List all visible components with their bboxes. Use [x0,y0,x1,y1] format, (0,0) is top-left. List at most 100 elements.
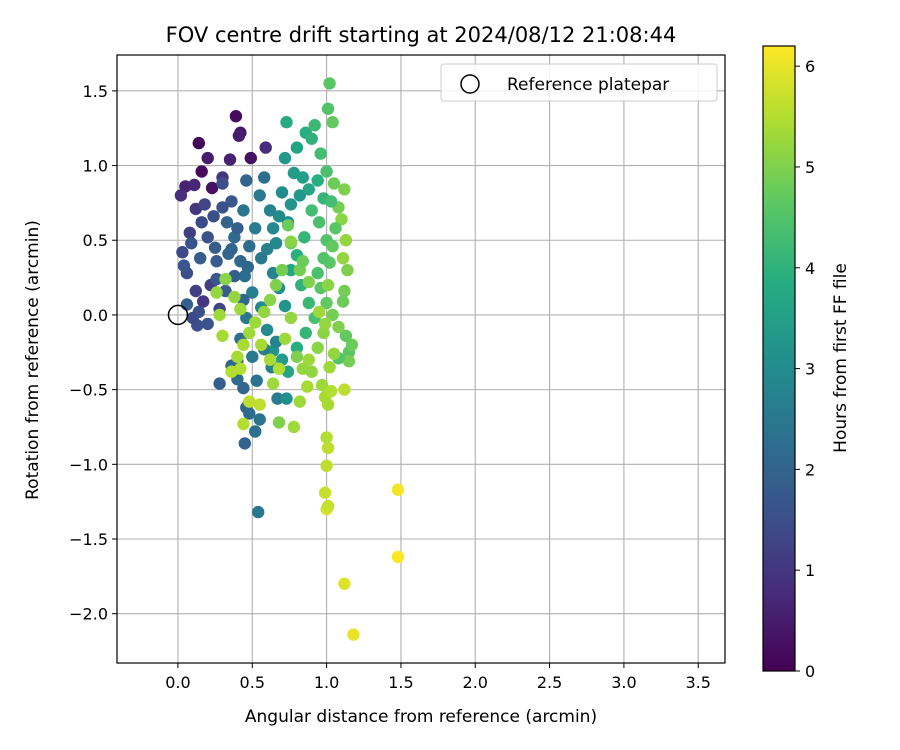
data-point [263,353,277,366]
data-point [201,151,214,165]
data-point [339,234,353,247]
data-point [314,147,327,160]
data-point [185,237,198,250]
data-point [260,323,274,337]
data-point [332,320,345,334]
data-point [198,198,211,211]
data-point [210,255,223,268]
data-point [311,341,324,354]
data-point [183,226,196,239]
data-point [228,290,241,304]
data-point [201,231,214,244]
data-point [234,302,247,316]
data-point [326,308,339,322]
data-point [296,362,309,375]
y-tick-label: 0.5 [83,231,108,250]
x-tick-label: 1.5 [388,673,413,692]
data-point [311,266,324,280]
data-point [180,298,194,311]
x-tick-label: 3.5 [686,673,711,692]
y-tick-label: 0.0 [83,306,108,325]
data-point [216,201,229,214]
x-tick-label: 3.0 [611,673,636,692]
data-point [298,231,311,244]
data-point [278,151,292,165]
data-point [313,305,326,319]
data-point [237,204,250,217]
data-point [246,350,259,363]
data-point [318,486,332,499]
data-point [391,483,405,496]
data-point [246,286,259,299]
data-point [296,171,309,184]
data-point [210,286,223,299]
data-point [278,332,292,345]
data-point [234,255,247,268]
data-point [326,116,339,129]
data-point [329,222,342,235]
data-point [287,420,301,434]
colorbar-label: Hours from first FF file [831,263,851,453]
data-point [240,174,253,187]
data-point [321,499,335,513]
y-tick-label: 1.5 [83,82,108,101]
data-point [324,195,338,208]
y-tick-label: −2.0 [69,605,108,624]
data-point [237,417,250,431]
data-point [266,222,280,235]
data-point [231,350,244,363]
data-point [271,392,284,405]
data-point [315,378,329,392]
data-point [320,431,333,444]
data-point [302,275,315,289]
data-point [197,295,210,308]
data-point [243,240,256,253]
colorbar-gradient [762,45,796,672]
grid [117,55,725,663]
data-point [345,338,359,351]
data-point [302,353,315,366]
x-tick-label: 2.5 [537,673,562,692]
data-point [231,222,244,235]
data-point [321,398,335,411]
data-point [339,329,353,342]
data-point [219,272,232,286]
data-point [335,213,348,226]
data-point [258,305,271,319]
data-point [280,392,293,405]
data-point [338,577,351,590]
data-point [326,240,339,253]
data-point [205,181,219,195]
colorbar-tick-label: 1 [805,561,815,580]
y-tick-label: −1.0 [69,455,108,474]
data-point [253,189,266,202]
data-point [208,241,222,254]
data-point [320,296,333,310]
data-point [272,210,286,223]
data-point [338,183,351,196]
data-point [321,102,335,116]
data-point [280,116,293,129]
reference-platepar-marker [167,304,189,326]
data-point [195,216,208,229]
data-points [174,77,405,641]
y-tick-label: −1.5 [69,530,108,549]
legend-label: Reference platepar [507,75,669,95]
data-point [321,278,335,292]
data-point [177,259,191,272]
y-axis-label: Rotation from reference (arcmin) [23,220,43,500]
data-point [272,362,286,375]
data-point [321,441,335,455]
data-point [188,178,201,192]
data-point [176,246,189,259]
x-tick-label: 2.0 [463,673,488,692]
data-point [302,183,315,196]
data-point [263,204,277,217]
data-point [323,77,336,90]
data-point [308,119,321,132]
data-point [284,263,298,277]
data-point [253,413,266,426]
data-point [290,341,304,354]
data-point [327,347,341,360]
colorbar-ticks: 0 1 2 3 4 5 6 [795,57,815,681]
